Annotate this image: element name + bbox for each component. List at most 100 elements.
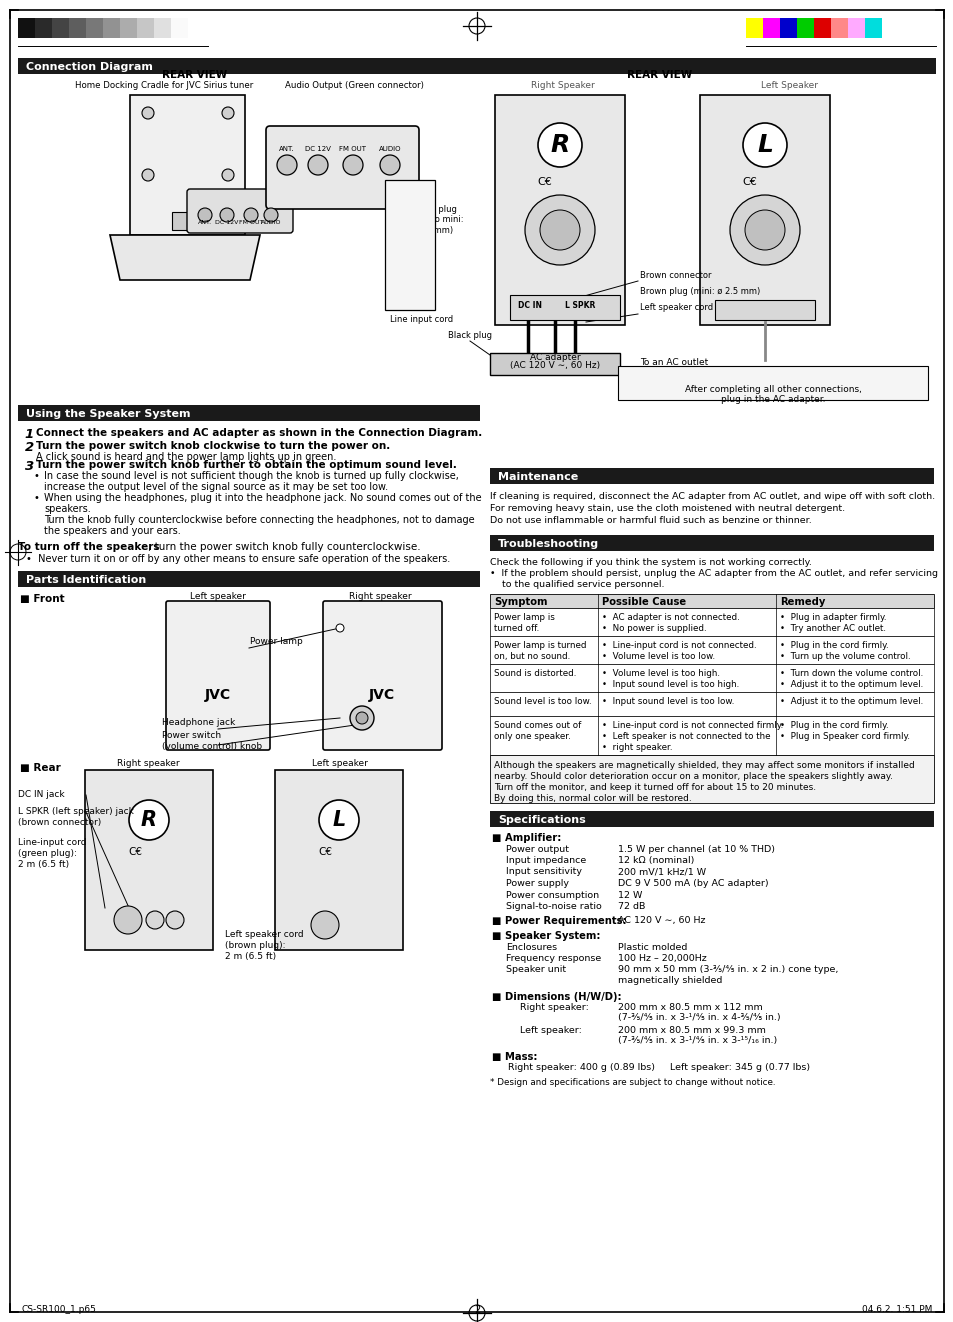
Bar [490, 608, 933, 636]
Bar [172, 212, 200, 230]
Bar [830, 19, 847, 38]
Text: •  Input sound level is too high.: • Input sound level is too high. [601, 680, 739, 689]
Text: to the qualified service personnel.: to the qualified service personnel. [501, 580, 664, 590]
Text: (green plug):: (green plug): [18, 849, 77, 858]
Bar [490, 755, 933, 802]
Text: Power lamp: Power lamp [250, 637, 302, 646]
Text: L SPKR (left speaker) jack: L SPKR (left speaker) jack [18, 806, 133, 816]
Circle shape [537, 123, 581, 167]
Bar [490, 717, 933, 755]
Text: To turn off the speakers: To turn off the speakers [18, 542, 159, 553]
Circle shape [308, 155, 328, 175]
Text: Possible Cause: Possible Cause [601, 598, 685, 607]
Text: Brown connector: Brown connector [639, 271, 711, 280]
Text: Right Speaker: Right Speaker [531, 81, 595, 90]
Circle shape [379, 155, 399, 175]
Circle shape [142, 169, 153, 181]
Text: Line-input cord: Line-input cord [18, 838, 87, 847]
Text: •  Line-input cord is not connected.: • Line-input cord is not connected. [601, 641, 756, 650]
Text: Frequency response: Frequency response [505, 954, 600, 962]
Text: speakers.: speakers. [44, 504, 91, 514]
Text: Left speaker:: Left speaker: [519, 1026, 581, 1035]
Text: Power switch: Power switch [162, 731, 221, 740]
Circle shape [742, 123, 786, 167]
Text: 2: 2 [474, 1305, 479, 1315]
Text: Using the Speaker System: Using the Speaker System [26, 408, 191, 419]
Text: DC 12V: DC 12V [215, 219, 238, 225]
Text: 3: 3 [25, 460, 34, 473]
Text: ■ Front: ■ Front [20, 594, 65, 604]
Text: •  Line-input cord is not connected firmly.: • Line-input cord is not connected firml… [601, 720, 782, 730]
Circle shape [146, 911, 164, 929]
Circle shape [355, 713, 368, 724]
Text: •  Left speaker is not connected to the: • Left speaker is not connected to the [601, 732, 770, 742]
Text: R: R [550, 134, 569, 157]
Text: DC 9 V 500 mA (by AC adapter): DC 9 V 500 mA (by AC adapter) [618, 879, 768, 888]
Bar [700, 95, 829, 325]
Bar [490, 594, 933, 608]
Text: •  Volume level is too low.: • Volume level is too low. [601, 652, 715, 661]
Text: Specifications: Specifications [497, 814, 585, 825]
Bar [745, 19, 762, 38]
Text: By doing this, normal color will be restored.: By doing this, normal color will be rest… [494, 795, 691, 802]
Text: 12 kΩ (nominal): 12 kΩ (nominal) [618, 857, 694, 865]
Bar [18, 19, 35, 38]
Bar [86, 19, 103, 38]
Text: •  Adjust it to the optimum level.: • Adjust it to the optimum level. [780, 697, 923, 706]
Text: •  AC adapter is not connected.: • AC adapter is not connected. [601, 613, 739, 621]
Bar [18, 405, 479, 420]
Text: •  Adjust it to the optimum level.: • Adjust it to the optimum level. [780, 680, 923, 689]
Text: ANT.: ANT. [279, 145, 294, 152]
Text: 1.5 W per channel (at 10 % THD): 1.5 W per channel (at 10 % THD) [618, 845, 774, 854]
Circle shape [539, 210, 579, 250]
FancyBboxPatch shape [323, 602, 441, 750]
Text: •  Plug in adapter firmly.: • Plug in adapter firmly. [780, 613, 885, 621]
Text: In case the sound level is not sufficient though the knob is turned up fully clo: In case the sound level is not sufficien… [44, 471, 458, 481]
Text: •  No power is supplied.: • No power is supplied. [601, 624, 706, 633]
Text: REAR VIEW: REAR VIEW [162, 70, 228, 81]
Text: •  Plug in Speaker cord firmly.: • Plug in Speaker cord firmly. [780, 732, 909, 742]
Text: 90 mm x 50 mm (3-⅗/⅘ in. x 2 in.) cone type,
magnetically shielded: 90 mm x 50 mm (3-⅗/⅘ in. x 2 in.) cone t… [618, 965, 838, 985]
Text: Turn off the monitor, and keep it turned off for about 15 to 20 minutes.: Turn off the monitor, and keep it turned… [494, 783, 815, 792]
Text: Left speaker cord: Left speaker cord [225, 929, 303, 939]
Circle shape [129, 800, 169, 839]
Text: Right speaker: 400 g (0.89 lbs)     Left speaker: 345 g (0.77 lbs): Right speaker: 400 g (0.89 lbs) Left spe… [507, 1063, 809, 1072]
Text: ANT.: ANT. [197, 219, 212, 225]
Circle shape [113, 906, 142, 935]
Text: CS-SR100_1.p65: CS-SR100_1.p65 [22, 1306, 97, 1314]
Bar [85, 769, 213, 951]
Text: Brown plug (mini: ø 2.5 mm): Brown plug (mini: ø 2.5 mm) [639, 287, 760, 296]
Text: L SPKR: L SPKR [564, 301, 595, 309]
Text: 12 W: 12 W [618, 891, 641, 899]
Text: ■ Speaker System:: ■ Speaker System: [492, 931, 599, 941]
Text: Remedy: Remedy [780, 598, 824, 607]
Bar [714, 300, 814, 320]
Text: Power output: Power output [505, 845, 568, 854]
Text: Turn the power switch knob clockwise to turn the power on.: Turn the power switch knob clockwise to … [36, 442, 390, 451]
Bar [490, 664, 933, 691]
Bar [137, 19, 153, 38]
Text: •  Input sound level is too low.: • Input sound level is too low. [601, 697, 734, 706]
Text: L: L [332, 810, 345, 830]
Bar [762, 19, 780, 38]
Text: 200 mm x 80.5 mm x 112 mm
(7-⅗/⅘ in. x 3-¹/⅘ in. x 4-⅗/⅘ in.): 200 mm x 80.5 mm x 112 mm (7-⅗/⅘ in. x 3… [618, 1003, 780, 1022]
Text: Black plug: Black plug [448, 330, 492, 340]
Circle shape [198, 208, 212, 222]
Text: Power lamp is turned: Power lamp is turned [494, 641, 586, 650]
Bar [130, 95, 245, 235]
Circle shape [142, 107, 153, 119]
Text: C€: C€ [741, 177, 757, 186]
Text: Audio Output (Green connector): Audio Output (Green connector) [285, 81, 423, 90]
Text: AUDIO: AUDIO [378, 145, 401, 152]
Circle shape [343, 155, 363, 175]
Text: ■ Amplifier:: ■ Amplifier: [492, 833, 560, 843]
Text: •  Turn down the volume control.: • Turn down the volume control. [780, 669, 923, 678]
Text: 72 dB: 72 dB [618, 902, 644, 911]
Circle shape [350, 706, 374, 730]
Bar [120, 19, 137, 38]
Text: Connect the speakers and AC adapter as shown in the Connection Diagram.: Connect the speakers and AC adapter as s… [36, 428, 482, 438]
Text: Enclosures: Enclosures [505, 943, 557, 952]
Text: Plastic molded: Plastic molded [618, 943, 687, 952]
Circle shape [318, 800, 358, 839]
Text: Although the speakers are magnetically shielded, they may affect some monitors i: Although the speakers are magnetically s… [494, 761, 914, 769]
